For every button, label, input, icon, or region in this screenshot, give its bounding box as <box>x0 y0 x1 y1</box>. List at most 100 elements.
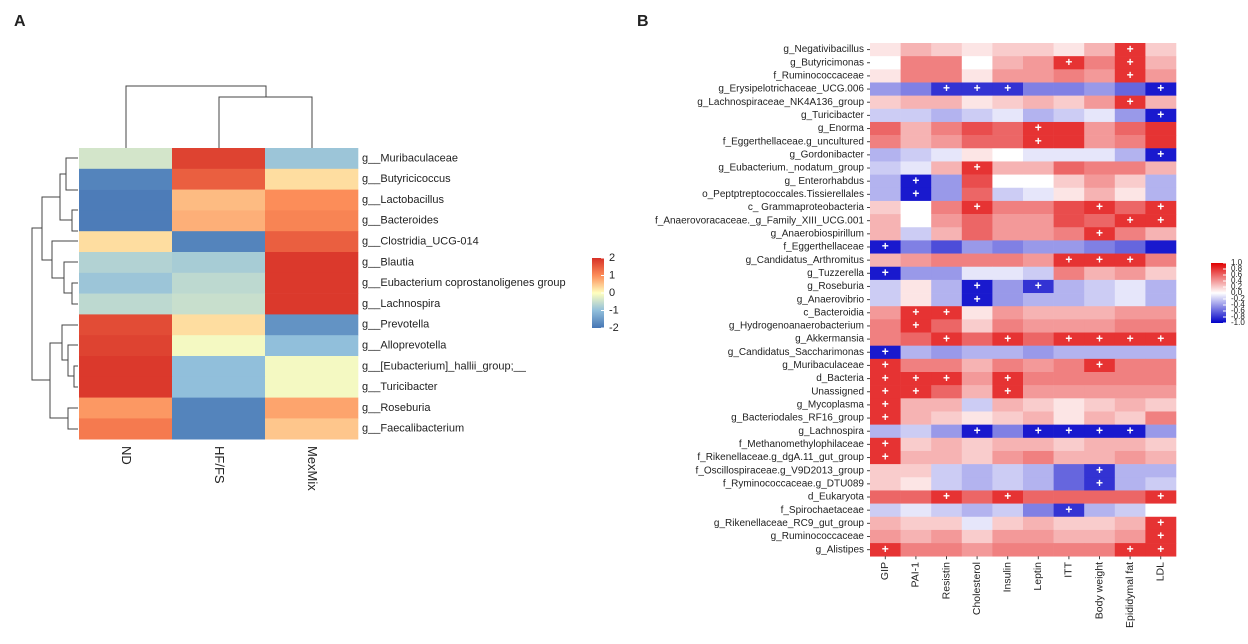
heatmap-cell <box>931 293 963 307</box>
heatmap-cell <box>900 332 932 346</box>
heatmap-cell <box>1023 372 1054 386</box>
significance-marker: + <box>974 200 981 214</box>
significance-marker: + <box>943 331 950 345</box>
row-label: g_Candidatus_Saccharimonas <box>728 347 864 358</box>
row-label: g_Lachnospiraceae_NK4A136_group <box>697 97 864 108</box>
heatmap-cell <box>1053 214 1085 228</box>
heatmap-cell <box>1053 279 1085 294</box>
heatmap-cell <box>961 174 993 189</box>
heatmap-cell <box>992 135 1024 149</box>
row-label: g_Turicibacter <box>801 110 865 121</box>
heatmap-cell <box>1114 319 1146 333</box>
heatmap-cell <box>1084 543 1116 557</box>
heatmap-cell <box>870 293 901 307</box>
heatmap-cell <box>1084 253 1116 268</box>
heatmap-cell <box>79 418 173 440</box>
heatmap-cell <box>931 108 963 123</box>
row-label: g_Enorma <box>818 123 865 134</box>
heatmap-cell <box>1053 398 1085 412</box>
heatmap-cell <box>1145 490 1177 504</box>
heatmap-cell <box>1053 543 1085 557</box>
heatmap-cell <box>265 272 359 294</box>
heatmap-cell <box>1023 253 1054 268</box>
heatmap-cell <box>931 43 963 57</box>
heatmap-cell <box>961 69 993 83</box>
heatmap-cell <box>992 319 1024 333</box>
row-label: g__Blautia <box>362 256 415 268</box>
heatmap-cell <box>900 543 932 557</box>
heatmap-cell <box>900 266 932 281</box>
heatmap-cell <box>931 161 963 175</box>
colorbar-tick-label: -0.6 <box>1231 306 1245 315</box>
heatmap-cell <box>1053 385 1085 399</box>
heatmap-cell <box>961 108 993 123</box>
heatmap-cell <box>992 214 1024 228</box>
significance-marker: + <box>1096 252 1103 266</box>
heatmap-cell <box>1084 214 1116 228</box>
significance-marker: + <box>1127 423 1134 437</box>
heatmap-cell <box>1023 385 1054 399</box>
heatmap-cell <box>1053 345 1085 360</box>
heatmap-cell <box>1084 161 1116 175</box>
heatmap-cell <box>961 503 993 518</box>
heatmap-cell <box>961 358 993 373</box>
row-label: g_Candidatus_Arthromitus <box>746 255 864 266</box>
heatmap-cell <box>1084 279 1116 294</box>
heatmap-cell <box>1053 437 1085 452</box>
heatmap-cell <box>931 306 963 320</box>
heatmap-cell <box>992 385 1024 399</box>
heatmap-cell <box>900 240 932 254</box>
heatmap-cell <box>1084 529 1116 544</box>
column-label: ND <box>119 446 134 465</box>
heatmap-cell <box>931 529 963 544</box>
heatmap-cell <box>1053 95 1085 110</box>
heatmap-cell <box>1023 345 1054 360</box>
heatmap-cell <box>961 332 993 346</box>
row-label: g_Ruminococcaceae <box>771 531 865 542</box>
heatmap-cell <box>265 418 359 440</box>
heatmap-cell <box>79 356 173 378</box>
heatmap-cell <box>1023 293 1054 307</box>
row-label: g_Mycoplasma <box>797 400 865 411</box>
heatmap-cell <box>1145 279 1177 294</box>
heatmap-cell <box>961 385 993 399</box>
column-label: Epididymal fat <box>1124 562 1136 628</box>
heatmap-cell <box>900 148 932 162</box>
heatmap-cell <box>1114 437 1146 452</box>
row-label: g_Butyricimonas <box>790 57 864 68</box>
heatmap-cell <box>1023 319 1054 333</box>
heatmap-cell <box>1114 332 1146 346</box>
heatmap-cell <box>1084 372 1116 386</box>
heatmap-cell <box>1084 516 1116 531</box>
heatmap-cell <box>1084 358 1116 373</box>
significance-marker: + <box>1157 489 1164 503</box>
heatmap-cell <box>992 358 1024 373</box>
heatmap-cell <box>900 161 932 175</box>
heatmap-cell <box>1084 135 1116 149</box>
significance-marker: + <box>882 410 889 424</box>
heatmap-cell <box>931 187 963 202</box>
row-label: d_Bacteria <box>816 373 864 384</box>
significance-marker: + <box>1065 423 1072 437</box>
heatmap-cell <box>992 345 1024 360</box>
significance-marker: + <box>1065 252 1072 266</box>
heatmap-cell <box>1145 69 1177 83</box>
heatmap-cell <box>992 332 1024 346</box>
significance-marker: + <box>943 305 950 319</box>
heatmap-cell <box>1053 319 1085 333</box>
heatmap-cell <box>900 450 932 465</box>
row-label: g_Eubacterium._nodatum_group <box>718 163 864 174</box>
heatmap-cell <box>1023 477 1054 491</box>
heatmap-cell <box>961 240 993 254</box>
heatmap-cell <box>1114 345 1146 360</box>
heatmap-cell <box>1053 477 1085 491</box>
heatmap-cell <box>1084 200 1116 215</box>
heatmap-cell <box>1084 82 1116 96</box>
heatmap-cell <box>1145 424 1177 439</box>
heatmap-cell <box>1084 43 1116 57</box>
row-label: g__[Eubacterium]_hallii_group;__ <box>362 360 527 372</box>
significance-marker: + <box>882 265 889 279</box>
heatmap-cell <box>870 306 901 320</box>
significance-marker: + <box>882 239 889 253</box>
heatmap-cell <box>900 69 932 83</box>
